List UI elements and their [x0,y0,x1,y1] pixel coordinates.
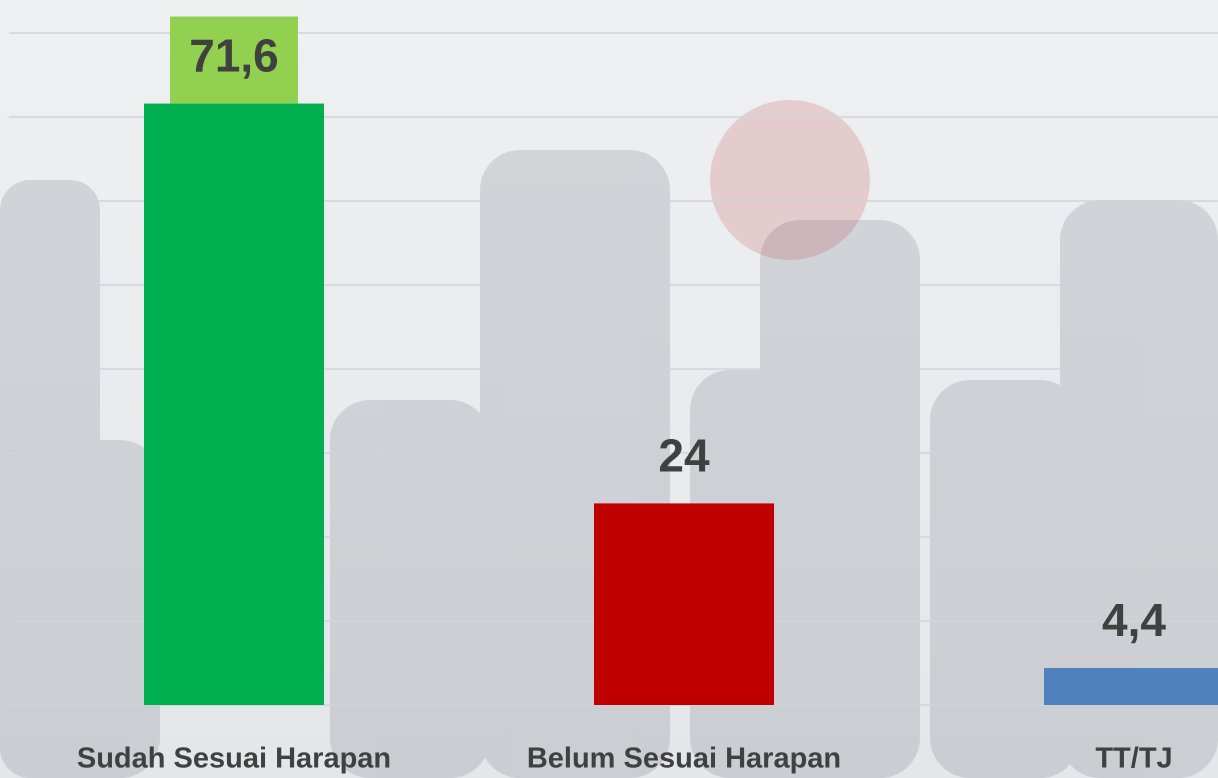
value-label: 4,4 [1102,594,1166,646]
x-tick-label: TT/TJ [1095,743,1172,775]
value-label: 24 [658,430,710,482]
x-tick-label: Sudah Sesuai Harapan [77,743,391,775]
bar [594,503,774,705]
value-label: 71,6 [189,30,279,82]
x-tick-label: Belum Sesuai Harapan [527,743,841,775]
flowers [710,100,870,260]
bar [1044,668,1218,705]
value-label-box [170,16,298,104]
bar [144,103,324,705]
